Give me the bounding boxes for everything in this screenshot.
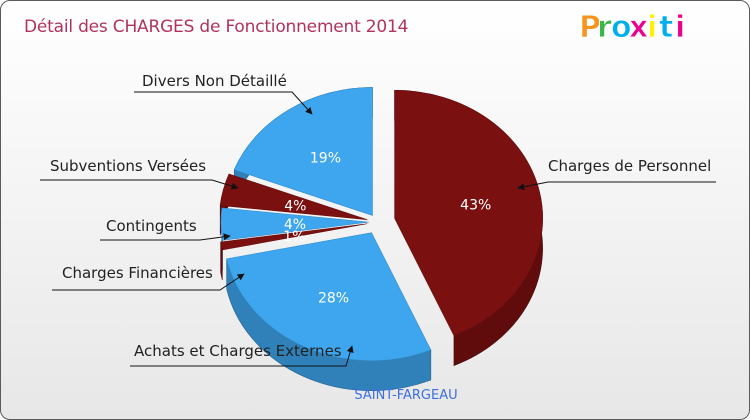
- page-title: Détail des CHARGES de Fonctionnement 201…: [24, 17, 409, 37]
- slice-value-label: 4%: [284, 217, 306, 233]
- pie-slice[interactable]: [233, 87, 373, 216]
- logo-letter: x: [629, 10, 648, 45]
- proxiti-logo-mark: Pr oxi t i: [579, 10, 686, 46]
- slice-value-label: 1%: [283, 229, 305, 245]
- pie-slice[interactable]: [219, 173, 368, 220]
- leader-line: [40, 179, 239, 190]
- logo-letter: P: [579, 10, 601, 45]
- logo-letter: t: [659, 10, 673, 45]
- logo-letter: r: [597, 10, 612, 45]
- slice-value-label: 4%: [284, 199, 306, 215]
- leader-line: [100, 233, 231, 241]
- slice-value-label: 43%: [460, 198, 491, 214]
- logo-letter: o: [611, 10, 632, 45]
- leader-line: [134, 91, 313, 115]
- chart-subtitle: SAINT-FARGEAU: [354, 388, 457, 403]
- pie-slice[interactable]: [220, 207, 370, 241]
- slice-category-label: Contingents: [106, 217, 197, 235]
- pie-slice[interactable]: [226, 232, 432, 361]
- slice-category-label: Charges de Personnel: [548, 157, 711, 175]
- slice-category-label: Divers Non Détaillé: [142, 72, 287, 90]
- slice-category-label: Subventions Versées: [50, 157, 206, 175]
- pie-slice[interactable]: [220, 223, 368, 251]
- slice-category-label: Charges Financières: [62, 264, 213, 282]
- slice-value-label: 28%: [318, 290, 349, 306]
- slice-category-label: Achats et Charges Externes: [134, 342, 342, 360]
- pie-slice[interactable]: [394, 90, 543, 336]
- leader-line: [130, 345, 354, 367]
- leader-line: [517, 181, 716, 191]
- logo-letter: i: [675, 10, 685, 45]
- slice-value-label: 19%: [310, 150, 341, 166]
- logo-letter: i: [647, 10, 657, 45]
- leader-line: [52, 273, 245, 291]
